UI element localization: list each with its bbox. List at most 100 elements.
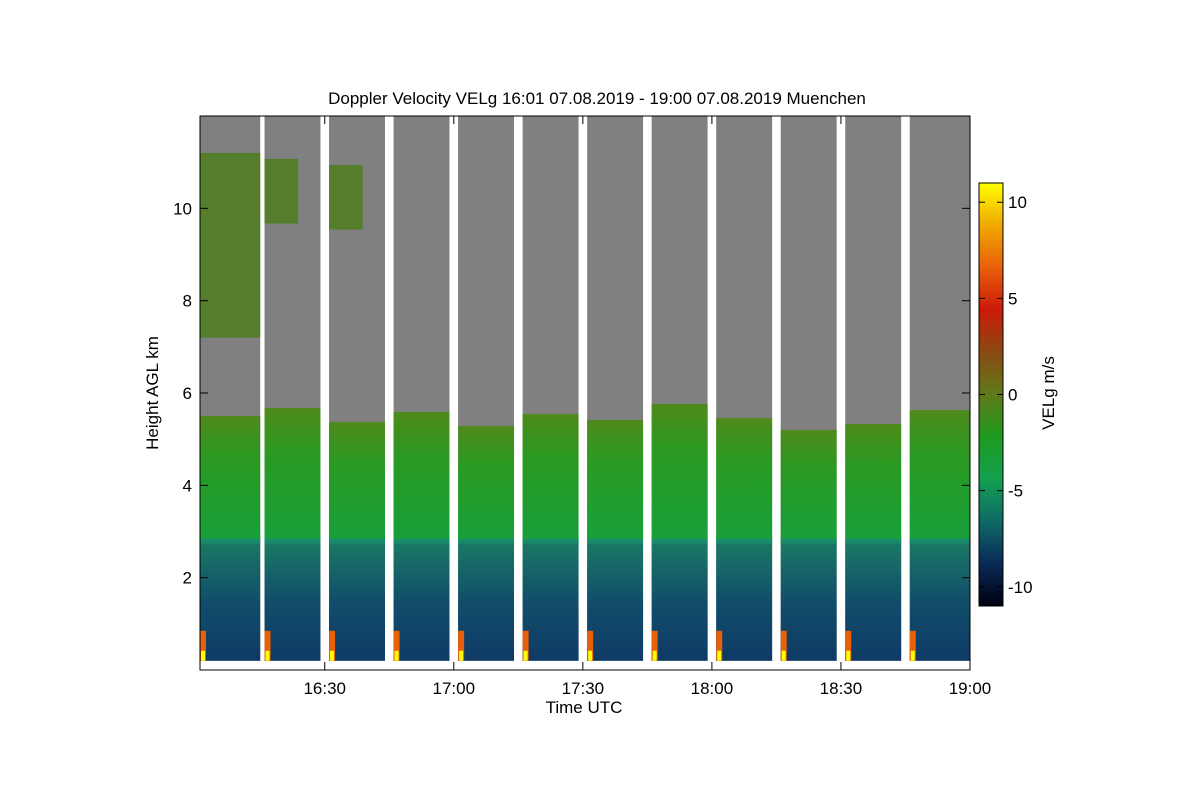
scan-segment [200, 116, 261, 661]
upper-cloud-velocity [200, 152, 261, 338]
mid-layer-velocity [264, 408, 321, 541]
x-tick-label: 18:00 [691, 679, 734, 698]
x-axis-label: Time UTC [546, 698, 623, 717]
colorbar-tick-label: 0 [1008, 386, 1017, 405]
boundary-layer-velocity [200, 540, 261, 661]
boundary-layer-velocity [587, 540, 644, 661]
scan-segment [909, 116, 970, 661]
colorbar-ticks: 10 5 0 -5 -10 [979, 193, 1033, 597]
scan-segment [651, 116, 708, 661]
colorbar-tick-label: -5 [1008, 482, 1023, 501]
mid-layer-velocity [329, 422, 385, 541]
boundary-layer-top [200, 538, 261, 544]
scan-segment [522, 116, 579, 661]
x-tick-label: 17:30 [562, 679, 605, 698]
x-tick-label: 19:00 [949, 679, 992, 698]
surface-signal [651, 630, 658, 661]
surface-signal-peak [265, 650, 270, 661]
mid-layer-velocity [716, 418, 773, 541]
x-tick-label: 16:30 [303, 679, 346, 698]
boundary-layer-top [264, 538, 321, 544]
y-tick-label: 8 [183, 292, 192, 311]
scan-segment [458, 116, 515, 661]
mid-layer-velocity [780, 430, 837, 541]
plot-area [200, 116, 970, 661]
surface-signal [458, 630, 465, 661]
surface-signal-peak [910, 650, 915, 661]
mid-layer-velocity [587, 420, 644, 541]
boundary-layer-top [329, 538, 385, 544]
boundary-layer-top [845, 538, 902, 544]
boundary-layer-top [909, 538, 970, 544]
surface-signal-peak [652, 650, 657, 661]
mid-layer-velocity [845, 424, 902, 541]
boundary-layer-top [393, 538, 450, 544]
boundary-layer-velocity [909, 540, 970, 661]
colorbar-tick-label: 5 [1008, 289, 1017, 308]
surface-signal [200, 630, 206, 661]
scan-segments [200, 116, 970, 661]
y-tick-label: 10 [173, 199, 192, 218]
colorbar-label: VELg m/s [1039, 356, 1058, 430]
surface-signal-peak [330, 650, 335, 661]
chart-title: Doppler Velocity VELg 16:01 07.08.2019 -… [328, 89, 866, 108]
scan-segment [845, 116, 902, 661]
surface-signal [716, 630, 723, 661]
mid-layer-velocity [200, 416, 261, 541]
colorbar-tick-label: -10 [1008, 578, 1033, 597]
surface-signal-peak [846, 650, 851, 661]
surface-signal-peak [588, 650, 593, 661]
y-tick-label: 4 [183, 476, 192, 495]
boundary-layer-velocity [780, 540, 837, 661]
y-axis: 2 4 6 8 10 [173, 199, 970, 588]
surface-signal-peak [201, 650, 205, 661]
x-axis: 16:30 17:00 17:30 18:00 18:30 19:00 [303, 116, 991, 698]
boundary-layer-velocity [393, 540, 450, 661]
surface-signal [909, 630, 916, 661]
scan-segment [780, 116, 837, 661]
colorbar-tick-label: 10 [1008, 193, 1027, 212]
scan-segment [587, 116, 644, 661]
boundary-layer-velocity [329, 540, 385, 661]
surface-signal [780, 630, 787, 661]
mid-layer-velocity [909, 410, 970, 541]
mid-layer-velocity [651, 404, 708, 541]
surface-signal-peak [717, 650, 722, 661]
upper-cloud-velocity [264, 158, 299, 224]
surface-signal-peak [781, 650, 786, 661]
scan-segment [264, 116, 321, 661]
surface-signal [522, 630, 529, 661]
boundary-layer-velocity [651, 540, 708, 661]
y-tick-label: 6 [183, 384, 192, 403]
boundary-layer-top [716, 538, 773, 544]
x-tick-label: 17:00 [433, 679, 476, 698]
surface-signal [264, 630, 271, 661]
surface-signal-peak [523, 650, 528, 661]
boundary-layer-top [780, 538, 837, 544]
y-tick-label: 2 [183, 569, 192, 588]
upper-cloud-velocity [329, 164, 363, 230]
surface-signal [845, 630, 852, 661]
scan-segment [393, 116, 450, 661]
mid-layer-velocity [458, 426, 515, 541]
boundary-layer-top [522, 538, 579, 544]
boundary-layer-top [651, 538, 708, 544]
boundary-layer-velocity [845, 540, 902, 661]
y-axis-label: Height AGL km [143, 336, 162, 450]
boundary-layer-velocity [716, 540, 773, 661]
boundary-layer-velocity [458, 540, 515, 661]
boundary-layer-top [587, 538, 644, 544]
scan-segment [329, 116, 385, 661]
mid-layer-velocity [393, 412, 450, 541]
surface-signal-peak [394, 650, 399, 661]
mid-layer-velocity [522, 414, 579, 541]
surface-signal-peak [459, 650, 464, 661]
surface-signal [393, 630, 400, 661]
boundary-layer-velocity [522, 540, 579, 661]
surface-signal [329, 630, 336, 661]
scan-segment [716, 116, 773, 661]
x-tick-label: 18:30 [820, 679, 863, 698]
boundary-layer-top [458, 538, 515, 544]
boundary-layer-velocity [264, 540, 321, 661]
